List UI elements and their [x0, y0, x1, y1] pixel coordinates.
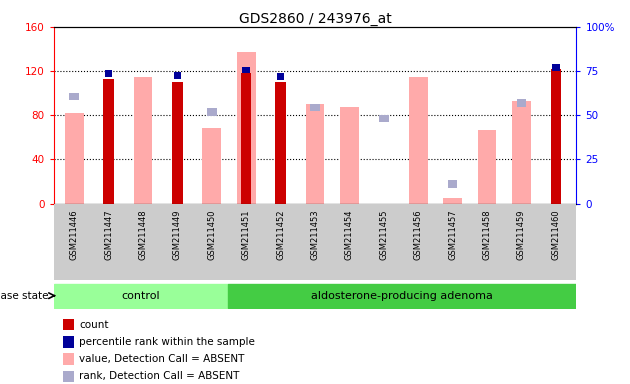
Bar: [551, 69, 561, 204]
Text: aldosterone-producing adenoma: aldosterone-producing adenoma: [311, 291, 493, 301]
Bar: [69, 93, 79, 100]
Bar: [241, 73, 251, 204]
Bar: [243, 67, 250, 73]
Bar: [174, 72, 181, 79]
Text: GSM211456: GSM211456: [414, 210, 423, 260]
Text: GSM211449: GSM211449: [173, 210, 182, 260]
Text: GSM211460: GSM211460: [551, 210, 560, 260]
Bar: [409, 76, 428, 204]
Bar: [275, 82, 286, 204]
Bar: [517, 99, 526, 107]
Text: percentile rank within the sample: percentile rank within the sample: [79, 337, 255, 347]
Bar: [277, 73, 284, 80]
Text: GSM211457: GSM211457: [448, 210, 457, 260]
Text: GSM211446: GSM211446: [70, 210, 79, 260]
Bar: [54, 283, 228, 308]
Text: GSM211453: GSM211453: [311, 210, 319, 260]
Text: disease state: disease state: [0, 291, 49, 301]
Bar: [478, 129, 496, 204]
Text: GSM211455: GSM211455: [379, 210, 388, 260]
Text: rank, Detection Call = ABSENT: rank, Detection Call = ABSENT: [79, 371, 240, 381]
Text: GSM211459: GSM211459: [517, 210, 526, 260]
Bar: [379, 115, 389, 122]
Text: count: count: [79, 319, 109, 329]
Text: control: control: [122, 291, 160, 301]
Bar: [306, 104, 324, 204]
Bar: [552, 65, 559, 71]
Text: GSM211450: GSM211450: [207, 210, 216, 260]
Bar: [448, 180, 457, 187]
Bar: [105, 70, 112, 76]
Bar: [172, 82, 183, 204]
Bar: [228, 283, 576, 308]
Bar: [237, 52, 256, 204]
Text: GSM211454: GSM211454: [345, 210, 354, 260]
Text: GSM211448: GSM211448: [139, 210, 147, 260]
Bar: [103, 79, 114, 204]
Bar: [310, 104, 320, 111]
Bar: [202, 128, 221, 204]
Bar: [443, 198, 462, 204]
Bar: [340, 108, 359, 204]
Text: GSM211451: GSM211451: [242, 210, 251, 260]
Bar: [512, 101, 531, 204]
Title: GDS2860 / 243976_at: GDS2860 / 243976_at: [239, 12, 391, 26]
Bar: [65, 113, 84, 204]
Text: GSM211447: GSM211447: [104, 210, 113, 260]
Text: GSM211458: GSM211458: [483, 210, 491, 260]
Text: value, Detection Call = ABSENT: value, Detection Call = ABSENT: [79, 354, 244, 364]
Bar: [207, 108, 217, 116]
Text: GSM211452: GSM211452: [276, 210, 285, 260]
Bar: [134, 76, 152, 204]
